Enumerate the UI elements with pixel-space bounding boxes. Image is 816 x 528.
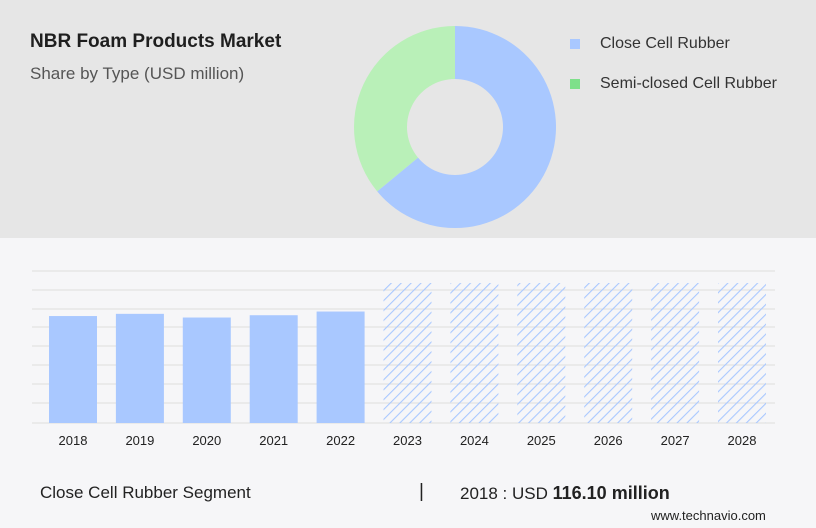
chart-subtitle: Share by Type (USD million) bbox=[30, 64, 245, 83]
forecast-bar-2025 bbox=[517, 283, 566, 423]
tick-label-2020: 2020 bbox=[192, 433, 221, 448]
tick-label-2025: 2025 bbox=[527, 433, 556, 448]
source-link[interactable]: www.technavio.com bbox=[651, 508, 766, 523]
tick-label-2019: 2019 bbox=[125, 433, 154, 448]
footer-separator: | bbox=[419, 481, 424, 502]
forecast-bar-2028 bbox=[718, 283, 766, 423]
bar-2022 bbox=[316, 311, 365, 423]
legend-swatch-semi-closed bbox=[570, 79, 580, 89]
bar-2021 bbox=[249, 315, 298, 423]
donut-legend: Close Cell Rubber Semi-closed Cell Rubbe… bbox=[570, 34, 777, 114]
segment-value-amount: 116.10 million bbox=[552, 483, 670, 503]
tick-label-2024: 2024 bbox=[460, 433, 489, 448]
tick-label-2028: 2028 bbox=[728, 433, 757, 448]
forecast-bar-2023 bbox=[383, 283, 432, 423]
segment-year-prefix: 2018 : USD bbox=[460, 484, 548, 503]
donut-slice-semi-closed bbox=[354, 26, 455, 192]
legend-label-semi-closed: Semi-closed Cell Rubber bbox=[600, 75, 777, 92]
tick-label-2018: 2018 bbox=[59, 433, 88, 448]
segment-value: 2018 : USD 116.10 million bbox=[460, 483, 670, 504]
tick-label-2027: 2027 bbox=[661, 433, 690, 448]
tick-label-2021: 2021 bbox=[259, 433, 288, 448]
bar-chart: 2018 2019 2020 2021 2022 2023 2024 2025 2026 2027… bbox=[32, 270, 775, 448]
legend-swatch-close-cell bbox=[570, 39, 580, 49]
tick-label-2022: 2022 bbox=[326, 433, 355, 448]
legend-item-semi-closed: Semi-closed Cell Rubber bbox=[570, 74, 777, 94]
forecast-bar-2024 bbox=[450, 283, 499, 423]
tick-label-2026: 2026 bbox=[594, 433, 623, 448]
donut-chart bbox=[354, 26, 556, 229]
bar-2020 bbox=[182, 317, 231, 423]
donut-slice-close-cell bbox=[377, 26, 556, 229]
bar-2018 bbox=[49, 316, 97, 423]
bar-2019 bbox=[115, 313, 164, 423]
forecast-bar-2026 bbox=[584, 283, 633, 423]
forecast-bar-2027 bbox=[651, 283, 700, 423]
chart-title: NBR Foam Products Market bbox=[30, 31, 282, 52]
tick-label-2023: 2023 bbox=[393, 433, 422, 448]
legend-label-close-cell: Close Cell Rubber bbox=[600, 35, 730, 52]
segment-label: Close Cell Rubber Segment bbox=[40, 483, 251, 502]
legend-item-close-cell: Close Cell Rubber bbox=[570, 34, 777, 54]
